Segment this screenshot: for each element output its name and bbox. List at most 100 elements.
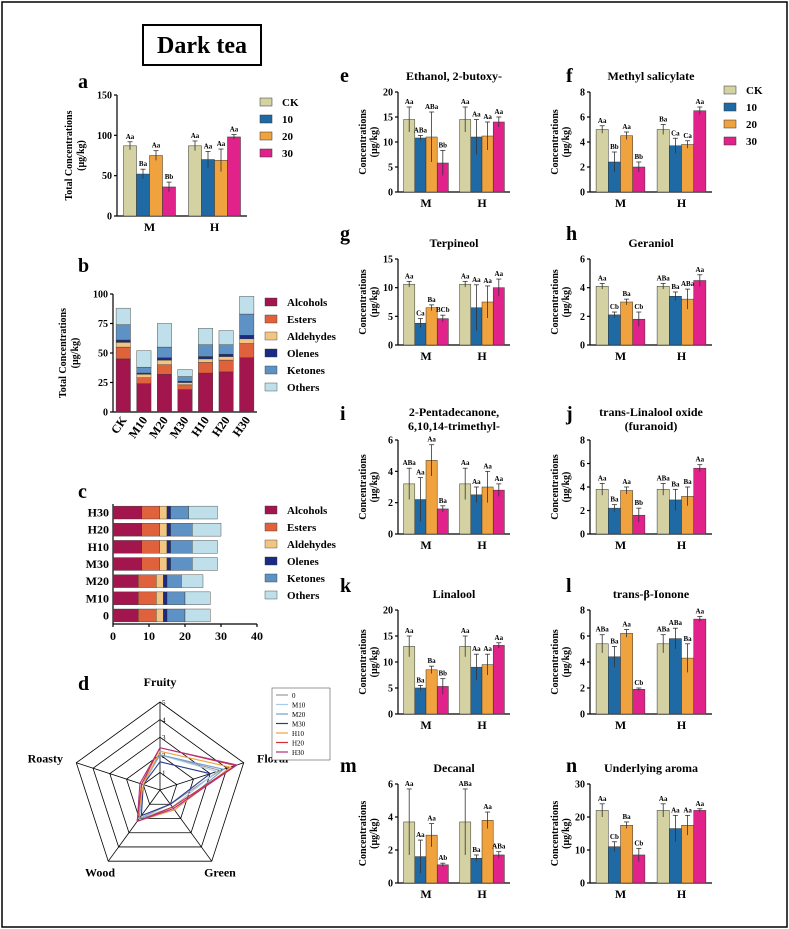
bar-M-10 [608, 314, 621, 346]
x-tick-label: 30 [215, 629, 227, 643]
x-tick-label: H [210, 220, 220, 234]
legend-swatch [723, 119, 737, 129]
significance-label: Cb [634, 679, 643, 687]
panel-title: 2-Pentadecanone, [409, 405, 499, 419]
y-tick-label: 20 [575, 813, 585, 824]
hstack-M20-Others [181, 574, 204, 588]
x-tick-label: M [420, 196, 431, 210]
significance-label: Aa [495, 475, 504, 483]
significance-label: Bb [635, 499, 644, 507]
hstack-H10-Others [191, 540, 218, 554]
hstack-M20-Aldehydes [155, 574, 164, 588]
bar-M-20 [620, 135, 633, 193]
hstack-M30-Aldehydes [159, 557, 168, 571]
panel-title-line2: 6,10,14-trimethyl- [408, 419, 500, 433]
y-tick-label: 10 [383, 658, 393, 669]
x-tick-label: M [420, 538, 431, 552]
bar-M-20 [149, 155, 163, 217]
hstack-0-Alcohols [112, 608, 139, 623]
significance-label: Bb [439, 142, 448, 150]
figure-title: Dark tea [157, 33, 247, 59]
radar-legend-label: M20 [292, 711, 306, 719]
significance-label: Ba [439, 497, 448, 505]
x-tick-label: M [615, 538, 626, 552]
hstack-M10-Esters [137, 591, 157, 605]
y-tick-label: 5 [388, 163, 393, 174]
stack-H10-Ketones [198, 344, 213, 357]
hstack-H10-Ketones [170, 540, 193, 554]
stack-M20-Olenes [157, 357, 172, 361]
significance-label: Aa [427, 436, 436, 444]
panel-g: 0 5 10 15 Concentrations (μg/kg) Terpineol Aa Ca… [358, 236, 510, 363]
legend-label: Ketones [287, 365, 326, 377]
bar-H-10 [669, 638, 682, 715]
y-axis-label: Total Concentrations [64, 110, 75, 200]
y-tick-label: 2 [580, 312, 585, 323]
bar-M-30 [632, 689, 646, 715]
significance-label: Cb [610, 303, 619, 311]
legend-swatch [264, 297, 278, 307]
stack-H30-Others [239, 296, 255, 315]
stack-H30-Esters [239, 343, 255, 358]
bar-H-20 [681, 144, 694, 193]
y-tick-label: 100 [97, 131, 112, 142]
legend-swatch [723, 102, 737, 112]
y-tick-label: H10 [88, 540, 109, 554]
significance-label: Ca [416, 310, 425, 318]
significance-label: Ba [623, 290, 632, 298]
radar-legend-label: M10 [292, 702, 306, 710]
stack-M10-Ketones [136, 366, 152, 374]
y-tick-label: 50 [102, 171, 112, 182]
stack-M10-Esters [136, 377, 152, 384]
significance-label: Aa [152, 142, 161, 150]
significance-label: Aa [461, 272, 470, 280]
y-tick-label: 10 [575, 846, 585, 857]
significance-label: Aa [405, 627, 414, 635]
y-tick-label: 75 [98, 319, 108, 330]
y-tick-label: 150 [97, 91, 112, 102]
significance-label: ABa [657, 626, 671, 634]
significance-label: Aa [598, 795, 607, 803]
bar-M-30 [436, 864, 449, 884]
hstack-H10-Esters [141, 540, 161, 554]
legend-swatch [264, 573, 278, 583]
significance-label: Aa [472, 645, 481, 653]
stack-M20-Others [157, 323, 172, 348]
radar-tick-label: 4 [162, 717, 166, 725]
significance-label: Aa [696, 98, 705, 106]
panel-letter-j: j [565, 403, 573, 425]
bar-H-CK [656, 643, 670, 715]
radar-series-H20 [136, 747, 237, 823]
radar-axis-label: Fruity [144, 675, 177, 689]
panel-i: 0 2 4 6 Concentrations (μg/kg) 2-Pentadecanone… [358, 405, 510, 552]
stack-H10-Others [198, 328, 213, 345]
significance-label: Cb [610, 833, 619, 841]
x-tick-label: M10 [125, 414, 150, 441]
legend-label: 30 [746, 136, 758, 148]
significance-label: Ba [472, 846, 481, 854]
y-tick-label: 2 [580, 163, 585, 174]
y-tick-label: 6 [580, 113, 585, 124]
significance-label: Aa [483, 113, 492, 121]
y-tick-label: 0 [580, 710, 585, 721]
radar-spoke [107, 789, 161, 862]
y-tick-label: 6 [580, 632, 585, 643]
significance-label: Ba [610, 496, 619, 504]
radar-legend-label: H20 [292, 740, 305, 748]
significance-label: Aa [683, 806, 692, 814]
y-tick-label: 6 [580, 255, 585, 266]
y-tick-label: 6 [580, 459, 585, 470]
significance-label: Ba [416, 676, 425, 684]
y-tick-label: 2 [580, 684, 585, 695]
panel-title-line2: (furanoid) [625, 419, 678, 433]
radar-grid [75, 701, 245, 862]
hstack-M20-Ketones [166, 574, 182, 588]
x-tick-label: M [615, 349, 626, 363]
panel-e: 0 5 10 15 20 Concentrations (μg/kg) Ethanol, 2-… [358, 69, 510, 210]
legend-label: Alcohols [287, 297, 328, 309]
radar-tick-label: 3 [162, 734, 166, 742]
bar-H-20 [481, 820, 494, 884]
x-tick-label: M20 [146, 414, 171, 441]
